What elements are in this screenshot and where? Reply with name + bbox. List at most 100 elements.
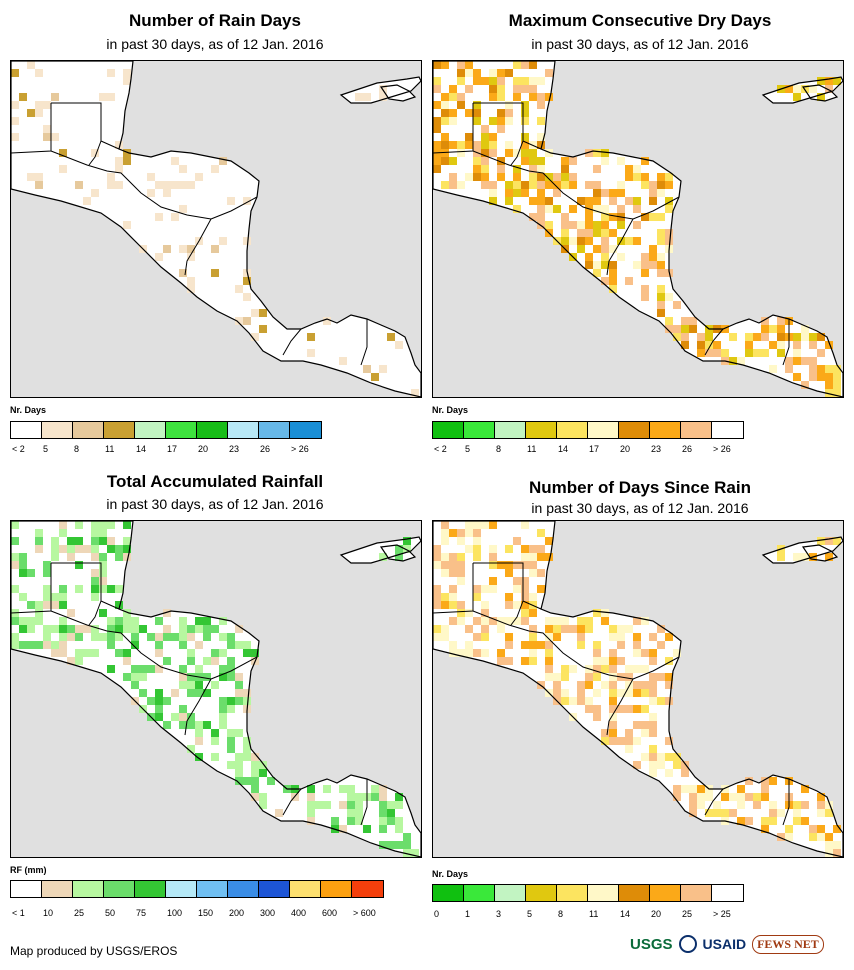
grid-cell: [35, 69, 43, 77]
legend-swatch: [104, 422, 135, 438]
legend-swatch: [259, 881, 290, 897]
grid-cell: [489, 197, 497, 205]
grid-cell: [593, 705, 601, 713]
grid-cell: [529, 561, 537, 569]
grid-cell: [219, 713, 227, 721]
grid-cell: [473, 529, 481, 537]
grid-cell: [665, 753, 673, 761]
grid-cell: [505, 117, 513, 125]
grid-cell: [441, 109, 449, 117]
grid-cell: [657, 697, 665, 705]
usgs-logo: USGS: [630, 935, 673, 953]
grid-cell: [465, 61, 473, 69]
grid-cell: [99, 529, 107, 537]
grid-cell: [123, 617, 131, 625]
grid-cell: [609, 269, 617, 277]
grid-cell: [449, 109, 457, 117]
grid-cell: [489, 141, 497, 149]
grid-cell: [433, 61, 441, 69]
grid-cell: [505, 561, 513, 569]
grid-cell: [339, 785, 347, 793]
grid-cell: [665, 237, 673, 245]
grid-cell: [259, 761, 267, 769]
grid-cell: [537, 101, 545, 109]
grid-cell: [665, 769, 673, 777]
legend-swatch: [228, 881, 259, 897]
grid-cell: [593, 189, 601, 197]
grid-cell: [449, 117, 457, 125]
grid-cell: [195, 729, 203, 737]
grid-cell: [35, 641, 43, 649]
grid-cell: [721, 809, 729, 817]
grid-cell: [449, 649, 457, 657]
grid-cell: [43, 633, 51, 641]
grid-cell: [569, 181, 577, 189]
legend-label: 17: [589, 444, 600, 454]
grid-cell: [665, 317, 673, 325]
grid-cell: [665, 293, 673, 301]
grid-cell: [529, 657, 537, 665]
legend-swatch: [619, 885, 650, 901]
coastline: [433, 521, 843, 857]
grid-cell: [363, 365, 371, 373]
grid-cell: [577, 697, 585, 705]
grid-cell: [489, 93, 497, 101]
grid-cell: [83, 545, 91, 553]
grid-cell: [593, 165, 601, 173]
grid-cell: [761, 349, 769, 357]
grid-cell: [817, 333, 825, 341]
legend-label: 8: [496, 444, 502, 454]
grid-cell: [107, 633, 115, 641]
grid-cell: [211, 681, 219, 689]
grid-cell: [633, 633, 641, 641]
grid-cell: [19, 569, 27, 577]
grid-cell: [785, 357, 793, 365]
grid-cell: [529, 173, 537, 181]
grid-cell: [203, 673, 211, 681]
legend-swatch: [42, 422, 73, 438]
grid-cell: [35, 109, 43, 117]
grid-cell: [489, 189, 497, 197]
grid-cell: [769, 341, 777, 349]
grid-cell: [411, 389, 419, 397]
grid-cell: [83, 649, 91, 657]
legend-label: 26: [260, 444, 271, 454]
legend-swatch: [259, 422, 290, 438]
grid-cell: [561, 173, 569, 181]
grid-cell: [35, 101, 43, 109]
grid-cell: [219, 617, 227, 625]
coastline: [11, 61, 421, 397]
grid-cell: [545, 673, 553, 681]
grid-cell: [387, 809, 395, 817]
grid-cell: [457, 529, 465, 537]
grid-cell: [379, 553, 387, 561]
grid-cell: [107, 585, 115, 593]
legend-swatch: [352, 881, 383, 897]
grid-cell: [497, 173, 505, 181]
grid-cell: [521, 101, 529, 109]
grid-cell: [59, 649, 67, 657]
grid-cell: [673, 793, 681, 801]
grid-cell: [793, 817, 801, 825]
grid-cell: [665, 673, 673, 681]
grid-cell: [825, 381, 833, 389]
legend-label: 200: [229, 908, 245, 918]
grid-cell: [513, 149, 521, 157]
grid-cell: [51, 93, 59, 101]
grid-cell: [801, 357, 809, 365]
map-canvas: [433, 61, 843, 397]
grid-cell: [529, 149, 537, 157]
grid-cell: [259, 801, 267, 809]
grid-cell: [545, 181, 553, 189]
grid-cell: [43, 601, 51, 609]
grid-cell: [441, 633, 449, 641]
grid-cell: [577, 221, 585, 229]
grid-cell: [395, 801, 403, 809]
grid-cell: [433, 553, 441, 561]
grid-cell: [187, 689, 195, 697]
legend-swatch: [526, 422, 557, 438]
grid-cell: [641, 617, 649, 625]
legend-label: < 2: [434, 444, 447, 454]
grid-cell: [769, 365, 777, 373]
grid-cell: [497, 109, 505, 117]
